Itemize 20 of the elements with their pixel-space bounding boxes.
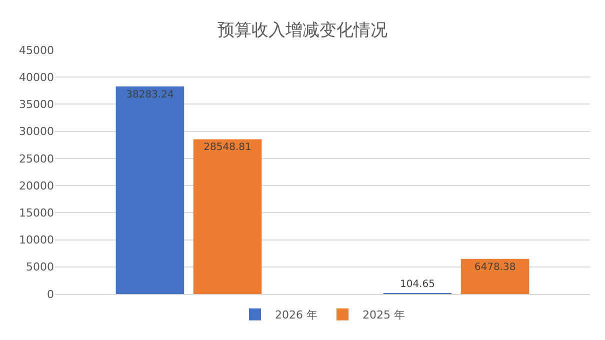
y-tick-label: 5000 — [26, 260, 54, 274]
bar — [116, 86, 184, 294]
data-label: 104.65 — [400, 279, 435, 290]
y-tick-label: 10000 — [19, 234, 54, 247]
legend-label: 2026 年 — [275, 308, 318, 322]
data-label: 38283.24 — [126, 89, 174, 100]
y-tick-label: 35000 — [19, 98, 54, 112]
y-tick-label: 15000 — [19, 206, 54, 220]
chart-title: 预算收入增减变化情况 — [218, 20, 388, 41]
y-tick-label: 45000 — [19, 44, 54, 57]
y-tick-label: 25000 — [19, 152, 54, 166]
y-tick-label: 40000 — [19, 70, 54, 84]
bar — [193, 139, 262, 294]
legend-label: 2025 年 — [362, 308, 405, 322]
y-tick-label: 20000 — [19, 179, 54, 192]
bar — [460, 258, 530, 294]
y-tick-label: 0 — [47, 288, 54, 301]
data-label: 28548.81 — [204, 142, 252, 154]
data-label: 6478.38 — [474, 262, 516, 273]
y-tick-label: 30000 — [19, 125, 54, 138]
